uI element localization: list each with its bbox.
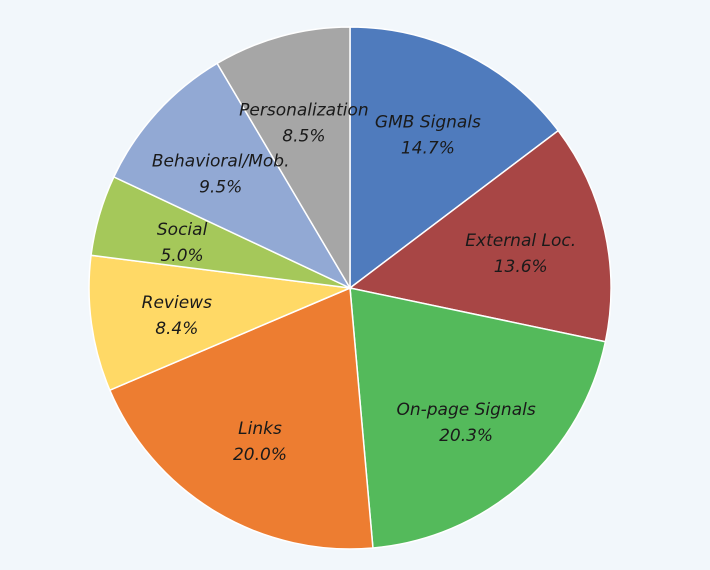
pie-slice-personalization — [216, 26, 351, 291]
pie-slices — [88, 26, 612, 550]
slice-value-social: 5.0% — [160, 246, 203, 266]
slice-label-gmb-signals: GMB Signals — [375, 112, 481, 132]
slice-label-personalization: Personalization — [239, 100, 369, 120]
slice-label-links: Links — [238, 419, 282, 439]
slice-value-links: 20.0% — [233, 445, 287, 465]
slice-value-personalization: 8.5% — [282, 126, 325, 146]
pie-labels: GMB Signals 14.7% External Loc. 13.6% On-pag… — [142, 100, 576, 465]
slice-value-gmb-signals: 14.7% — [401, 138, 455, 158]
slice-value-external-loc: 13.6% — [494, 257, 548, 277]
slice-label-social: Social — [157, 220, 208, 240]
slice-value-reviews: 8.4% — [155, 319, 198, 339]
slice-label-reviews: Reviews — [142, 293, 212, 313]
slice-label-external-loc: External Loc. — [465, 231, 576, 251]
pie-slice-reviews — [88, 254, 353, 392]
pie-slice-links — [108, 286, 374, 550]
slice-value-behavioral-mob: 9.5% — [199, 177, 242, 197]
pie-slice-gmb-signals — [349, 26, 560, 290]
slice-label-behavioral-mob: Behavioral/Mob. — [152, 151, 290, 171]
pie-slice-on-page-signals — [349, 287, 607, 549]
slice-value-on-page-signals: 20.3% — [439, 426, 493, 446]
pie-slice-external-loc — [348, 129, 612, 343]
pie-slice-behavioral-mob — [112, 62, 352, 290]
slice-label-on-page-signals: On-page Signals — [396, 400, 535, 420]
